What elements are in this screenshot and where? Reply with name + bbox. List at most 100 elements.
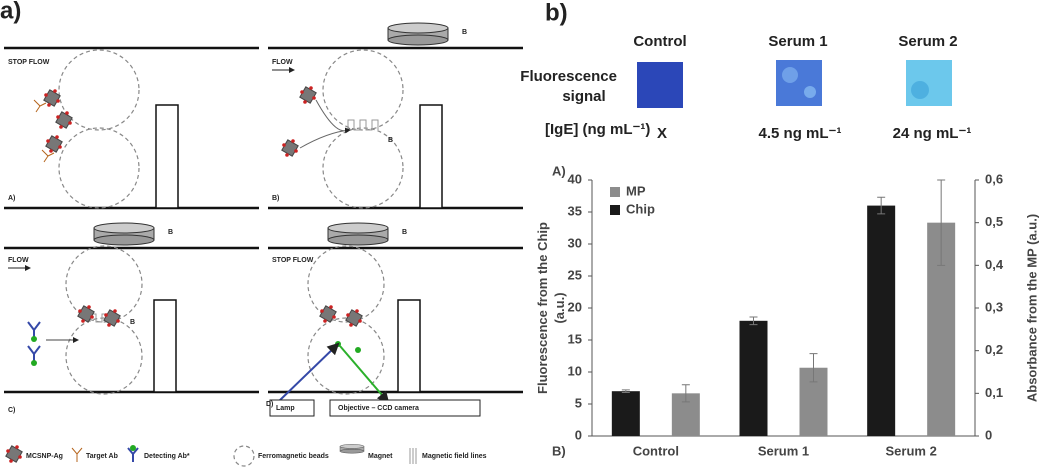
- column-header: Control: [633, 33, 686, 50]
- lamp-label: Lamp: [276, 405, 295, 412]
- y-axis-label-line: Fluorescence from the Chip: [535, 222, 550, 394]
- error-bar: [621, 389, 630, 393]
- row-label: signal: [562, 88, 605, 105]
- legend-swatch: [610, 205, 620, 215]
- subpanel-a: STOP FLOW A): [4, 46, 259, 210]
- y2-tick-label: 0,3: [985, 299, 1003, 314]
- nanoparticle: [345, 308, 363, 328]
- chart-tag: B): [552, 443, 566, 458]
- sub-label: C): [8, 407, 15, 414]
- field-symbol: B: [402, 229, 407, 236]
- lamp-box: [269, 399, 315, 417]
- legend-swatch: [610, 187, 620, 197]
- error-bar: [809, 353, 818, 383]
- flow-state: STOP FLOW: [8, 59, 50, 66]
- ige-label: [IgE] (ng mL⁻¹): [545, 121, 650, 138]
- magnet: [387, 22, 449, 46]
- y-axis-label: Fluorescence from the Chip (a.u.): [535, 222, 567, 394]
- detecting-antibody: [27, 321, 41, 362]
- arrow: [299, 99, 350, 149]
- bead: [58, 49, 140, 131]
- y-tick-label: 35: [568, 203, 582, 218]
- field-symbol: B: [130, 319, 135, 326]
- bead: [58, 127, 140, 209]
- y-tick-label: 10: [568, 363, 582, 378]
- y-axis-label-line: (a.u.): [552, 292, 567, 323]
- field-symbol: B: [462, 29, 467, 36]
- ige-value: 4.5 ng mL⁻¹: [759, 125, 842, 142]
- pillar: [153, 299, 177, 393]
- error-bar: [937, 179, 946, 266]
- bead: [65, 317, 143, 395]
- x-tick-label: Serum 1: [758, 443, 809, 458]
- legend-text: Chip: [626, 201, 655, 216]
- pillar: [419, 104, 443, 209]
- bead: [307, 317, 385, 395]
- ige-value: 24 ng mL⁻¹: [893, 125, 972, 142]
- ige-value: X: [657, 125, 667, 142]
- camera-label: Objective – CCD camera: [338, 405, 419, 412]
- legend-text: Magnetic field lines: [422, 453, 487, 460]
- y-tick-label: 25: [568, 267, 582, 282]
- sub-label: B): [272, 195, 279, 202]
- panel-label: a): [0, 0, 21, 24]
- legend-text: MCSNP-Ag: [26, 453, 63, 460]
- column-header: Serum 2: [898, 33, 957, 50]
- error-bar: [749, 316, 758, 326]
- legend-text: Detecting Ab*: [144, 453, 190, 460]
- row-label: Fluorescence: [520, 68, 617, 85]
- excitation: [277, 342, 340, 403]
- sub-label: A): [8, 195, 15, 202]
- y2-tick-label: 0,1: [985, 385, 1003, 400]
- flow-state: FLOW: [272, 59, 293, 66]
- y2-tick-label: 0,2: [985, 342, 1003, 357]
- legend-text: Target Ab: [86, 453, 118, 460]
- schematic-legend: MCSNP-Ag Target Ab Detecting Ab* Ferroma…: [5, 444, 487, 467]
- y2-tick-label: 0: [985, 427, 992, 442]
- bead: [65, 245, 143, 323]
- field-symbol: B: [388, 137, 393, 144]
- x-tick-label: Control: [633, 443, 679, 458]
- legend-text: Magnet: [368, 453, 393, 460]
- fluorescence-image: [906, 60, 952, 106]
- bead: [322, 49, 404, 131]
- bar: [867, 205, 896, 436]
- bead: [322, 127, 404, 209]
- flow-state: STOP FLOW: [272, 257, 314, 264]
- y-tick-label: 20: [568, 299, 582, 314]
- field-symbol: B: [168, 229, 173, 236]
- nanoparticle: [281, 138, 299, 158]
- fluorescence-image: [776, 60, 822, 106]
- y-tick-label: 40: [568, 171, 582, 186]
- y2-axis-label: Absorbance from the MP (a.u.): [1024, 214, 1039, 402]
- x-tick-label: Serum 2: [886, 443, 937, 458]
- pillar: [155, 104, 179, 209]
- nanoparticle: [55, 110, 73, 130]
- y2-tick-label: 0,5: [985, 214, 1003, 229]
- y-tick-label: 15: [568, 331, 582, 346]
- field-lines: [347, 119, 379, 131]
- bar: [739, 320, 768, 436]
- pillar: [397, 299, 421, 393]
- fluorescence-image: [637, 62, 683, 108]
- chart-tag: A): [552, 163, 566, 178]
- column-header: Serum 1: [768, 33, 827, 50]
- y-tick-label: 30: [568, 235, 582, 250]
- camera-box: [329, 399, 481, 417]
- magnet: [93, 222, 155, 246]
- nanoparticle: [45, 134, 63, 154]
- emission: [339, 345, 390, 404]
- legend-text: MP: [626, 183, 646, 198]
- bar: [611, 391, 640, 436]
- nanoparticle: [299, 85, 317, 105]
- flow-state: FLOW: [8, 257, 29, 264]
- nanoparticle: [43, 88, 61, 108]
- error-bar: [681, 384, 690, 403]
- subpanel-c: B B FLOW C): [4, 222, 259, 414]
- y-tick-label: 5: [575, 395, 582, 410]
- magnet: [327, 222, 389, 246]
- antibody: [33, 99, 55, 163]
- error-bar: [877, 196, 886, 215]
- subpanel-d: B Lamp Objective – CCD camera STOP FLOW …: [266, 222, 523, 417]
